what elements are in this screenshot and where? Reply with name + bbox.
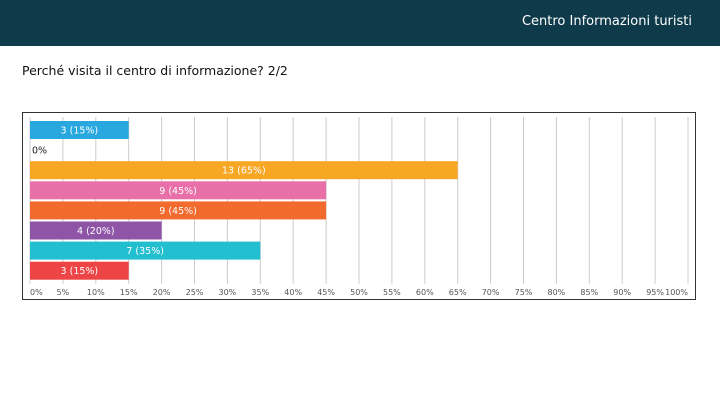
- bar-data-label: 0%: [32, 146, 47, 157]
- x-tick-label: 30%: [219, 288, 237, 297]
- bar: [30, 201, 327, 220]
- bar: [30, 241, 261, 260]
- x-tick-label: 55%: [383, 288, 401, 297]
- x-tick-label: 95%: [646, 288, 664, 297]
- x-tick-label: 15%: [120, 288, 138, 297]
- x-tick-label: 65%: [449, 288, 467, 297]
- bar-data-label: 3 (15%): [61, 266, 99, 277]
- bar-data-label: 3 (15%): [61, 126, 99, 137]
- question-title: Perché visita il centro di informazione?…: [22, 63, 288, 78]
- bar: [30, 261, 129, 280]
- x-tick-label: 40%: [284, 288, 302, 297]
- x-tick-labels: 0% 5% 10% 15% 20% 25% 30% 35% 40% 45% 50% 55% 60% 65%…: [30, 288, 688, 297]
- bar-data-label: 13 (65%): [222, 166, 266, 177]
- x-tick-label: 5%: [57, 288, 70, 297]
- bar: [30, 121, 129, 139]
- grid-lines: [29, 117, 689, 284]
- x-tick-label: 60%: [416, 288, 434, 297]
- bar-data-label: 9 (45%): [159, 186, 197, 197]
- bar-labels: 3 (15%) 0% 13 (65%) 9 (45%) 9 (45%) 4 (20%) 7 …: [32, 126, 266, 278]
- x-tick-label: 20%: [153, 288, 171, 297]
- bar: [30, 181, 327, 200]
- header-bar: Centro Informazioni turisti: [0, 0, 720, 46]
- x-tick-label: 50%: [350, 288, 368, 297]
- x-tick-label: 100%: [665, 288, 688, 297]
- bar: [30, 161, 458, 180]
- bar-data-label: 7 (35%): [126, 246, 164, 257]
- x-tick-label: 25%: [186, 288, 204, 297]
- bar: [30, 221, 162, 240]
- bar-data-label: 9 (45%): [159, 206, 197, 217]
- chart-frame: 3 (15%) 0% 13 (65%) 9 (45%) 9 (45%) 4 (20%) 7 …: [22, 112, 696, 300]
- bars: [30, 121, 458, 280]
- x-tick-label: 0%: [30, 288, 43, 297]
- bar-data-label: 4 (20%): [77, 226, 115, 237]
- x-tick-label: 90%: [613, 288, 631, 297]
- x-tick-label: 75%: [515, 288, 533, 297]
- x-tick-label: 45%: [317, 288, 335, 297]
- header-title: Centro Informazioni turisti: [521, 14, 692, 29]
- bar-chart: 3 (15%) 0% 13 (65%) 9 (45%) 9 (45%) 4 (20%) 7 …: [29, 117, 689, 297]
- x-tick-label: 10%: [87, 288, 105, 297]
- x-tick-label: 80%: [548, 288, 566, 297]
- x-tick-label: 85%: [580, 288, 598, 297]
- x-tick-label: 70%: [482, 288, 500, 297]
- x-tick-label: 35%: [251, 288, 269, 297]
